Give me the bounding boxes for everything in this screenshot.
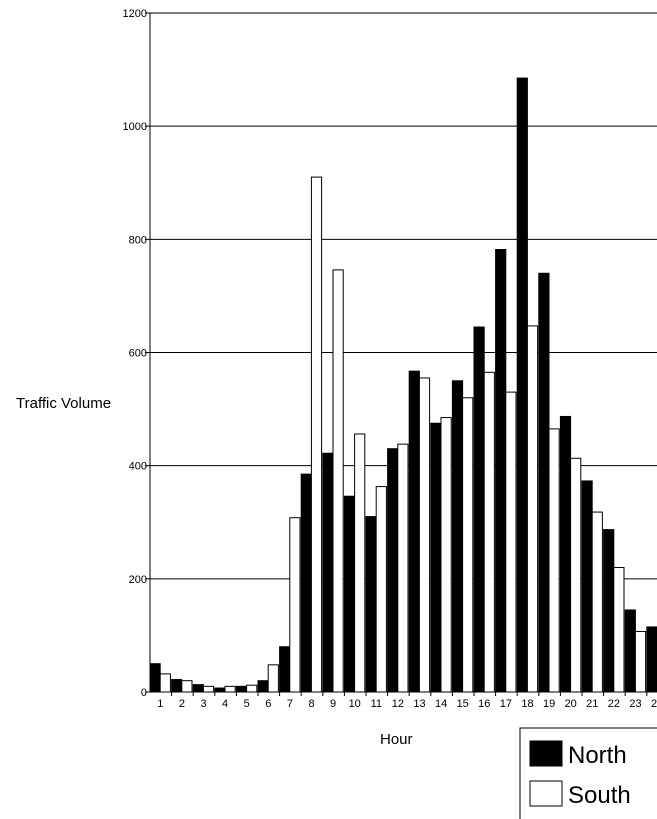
bar-north-hour-7 (279, 646, 291, 693)
bar-north-hour-19 (538, 272, 550, 693)
x-tick-label-3: 3 (200, 698, 206, 710)
y-tick-label-200: 200 (129, 574, 147, 586)
bar-south-hour-10 (354, 433, 366, 693)
bar-north-hour-15 (451, 380, 464, 693)
y-tick-label-400: 400 (129, 461, 147, 473)
x-tick-label-23: 23 (629, 698, 641, 710)
bar-south-hour-2 (181, 680, 193, 693)
legend: North South (519, 727, 657, 819)
bar-north-hour-14 (430, 422, 442, 693)
x-tick-label-24: 24 (651, 698, 657, 710)
legend-label-north: North (568, 742, 627, 769)
bar-south-hour-12 (397, 443, 409, 693)
bar-north-hour-13 (408, 370, 420, 693)
bar-north-hour-3 (192, 684, 204, 693)
x-tick-label-14: 14 (435, 698, 447, 710)
bar-south-hour-20 (570, 457, 582, 693)
x-tick-label-10: 10 (349, 698, 361, 710)
bar-north-hour-2 (171, 679, 183, 693)
bars (149, 77, 657, 693)
bar-south-hour-11 (375, 486, 387, 693)
y-tick-label-1200: 1200 (123, 8, 147, 20)
bar-north-hour-8 (300, 473, 312, 693)
bar-north-hour-6 (257, 680, 269, 693)
x-axis-title: Hour (380, 731, 413, 748)
bar-south-hour-3 (202, 685, 215, 693)
bar-north-hour-16 (473, 326, 485, 693)
bar-north-hour-20 (559, 415, 572, 693)
x-tick-label-12: 12 (392, 698, 404, 710)
y-tick-label-600: 600 (129, 348, 147, 360)
bar-south-hour-16 (483, 371, 495, 693)
bar-north-hour-4 (214, 687, 226, 693)
bar-south-hour-17 (505, 391, 517, 693)
bar-north-hour-17 (495, 249, 507, 693)
bar-south-hour-4 (224, 685, 236, 693)
legend-swatch-north (529, 740, 563, 767)
bar-north-hour-11 (365, 516, 377, 693)
legend-swatch-south (529, 780, 563, 807)
x-tick-label-17: 17 (500, 698, 512, 710)
x-tick-label-4: 4 (222, 698, 228, 710)
x-tick-label-7: 7 (287, 698, 293, 710)
x-tick-label-11: 11 (371, 698, 382, 710)
x-tick-label-22: 22 (608, 698, 620, 710)
x-tick-label-19: 19 (543, 698, 555, 710)
bar-north-hour-12 (387, 448, 399, 693)
x-tick-label-16: 16 (478, 698, 490, 710)
bar-north-hour-9 (322, 452, 334, 693)
bar-south-hour-13 (418, 377, 431, 693)
y-tick-label-1000: 1000 (123, 121, 147, 133)
x-tick-label-8: 8 (308, 698, 314, 710)
bar-south-hour-5 (246, 684, 258, 693)
bar-south-hour-8 (310, 176, 323, 693)
x-axis-ticks: 123456789101112131415161718192021222324 (157, 692, 657, 710)
x-tick-label-21: 21 (586, 698, 598, 710)
x-tick-label-1: 1 (157, 698, 163, 710)
bar-south-hour-1 (159, 673, 171, 693)
bar-north-hour-1 (149, 663, 161, 693)
x-tick-label-6: 6 (265, 698, 271, 710)
bar-north-hour-23 (624, 609, 636, 693)
bar-south-hour-7 (289, 517, 301, 693)
bar-south-hour-23 (634, 630, 647, 693)
y-axis-title: Traffic Volume (16, 395, 111, 412)
y-tick-label-800: 800 (129, 234, 147, 246)
y-axis-ticks: 0 200 400 600 800 1000 1200 (123, 8, 150, 699)
bar-north-hour-22 (603, 529, 615, 693)
bar-north-hour-5 (235, 685, 248, 693)
bar-south-hour-15 (462, 397, 474, 693)
bar-north-hour-21 (581, 480, 593, 693)
x-tick-label-18: 18 (521, 698, 533, 710)
x-tick-label-15: 15 (457, 698, 469, 710)
x-tick-label-13: 13 (413, 698, 425, 710)
x-tick-label-2: 2 (179, 698, 185, 710)
bar-south-hour-9 (332, 269, 344, 693)
bar-south-hour-18 (526, 325, 539, 693)
bar-south-hour-14 (440, 417, 452, 693)
bar-south-hour-22 (613, 567, 625, 693)
bar-north-hour-18 (516, 77, 528, 693)
bar-north-hour-24 (646, 626, 657, 693)
bar-south-hour-6 (267, 664, 279, 693)
x-tick-label-5: 5 (244, 698, 250, 710)
legend-label-south: South (568, 782, 631, 809)
y-tick-label-0: 0 (141, 687, 147, 699)
x-tick-label-20: 20 (565, 698, 577, 710)
bar-south-hour-19 (548, 428, 560, 693)
bar-south-hour-21 (591, 511, 603, 693)
x-tick-label-9: 9 (330, 698, 336, 710)
bar-north-hour-10 (343, 495, 356, 693)
